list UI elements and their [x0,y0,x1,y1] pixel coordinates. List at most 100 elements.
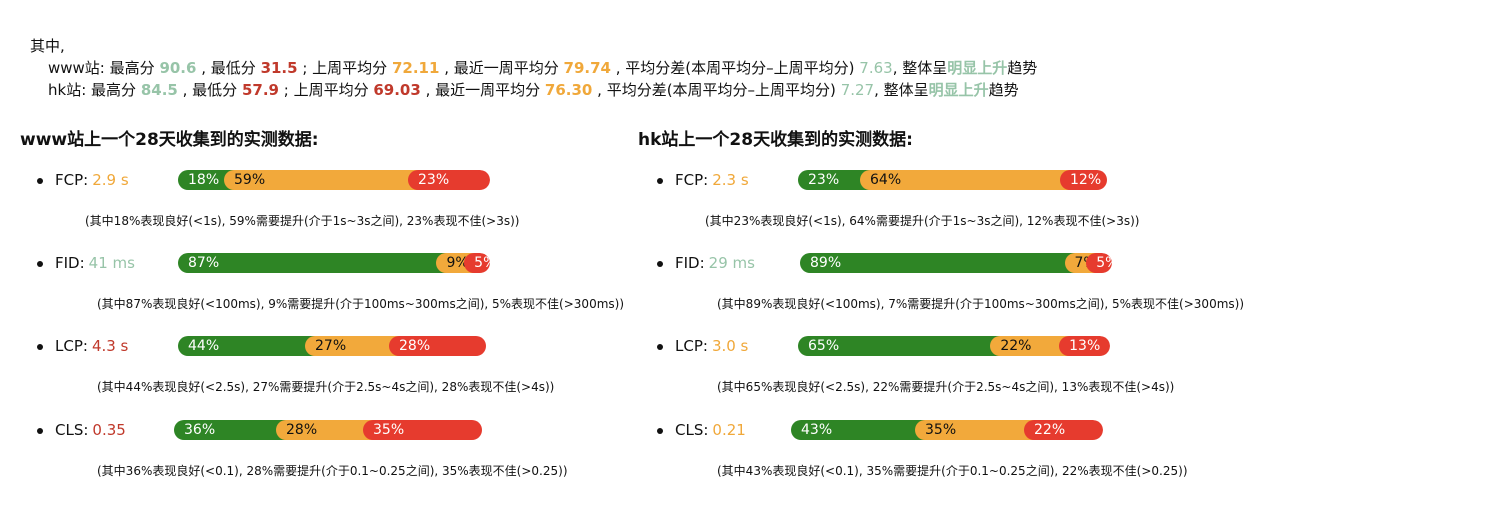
bar-segment-good: 43% [791,420,925,440]
metric-value: 0.35 [92,421,126,439]
summary-hk: hk站: 最高分 84.5 , 最低分 57.9 ; 上周平均分 69.03 ,… [48,79,1037,101]
metric-description: (其中89%表现良好(<100ms), 7%需要提升(介于100ms~300ms… [717,297,1245,311]
last-week-label: ; 上周平均分 [302,59,388,77]
distribution-bar: 65% 22% 13% [798,336,1110,356]
bullet-icon [37,344,43,350]
distribution-bar: 87%9%5% [178,253,490,273]
min-label: , 最低分 [182,81,238,99]
summary-www: www站: 最高分 90.6 , 最低分 31.5 ; 上周平均分 72.11 … [48,57,1037,79]
metric-name: FID: [675,254,705,272]
diff-label: , 平均分差(本周平均分–上周平均分) [597,81,836,99]
bar-segment-bad: 28% [389,336,486,356]
site-label: hk站: [48,81,87,99]
recent-week-label: , 最近一周平均分 [444,59,559,77]
recent-week-score: 76.30 [544,81,593,99]
metric-value: 4.3 s [91,337,129,355]
metric-name: FCP: [675,171,709,189]
metric-value: 2.9 s [92,171,129,189]
trend: 明显上升 [947,59,1008,77]
bar-segment-bad: 5% [464,253,490,273]
max-label: 最高分 [91,81,137,99]
last-week-label: ; 上周平均分 [283,81,369,99]
diff-score: 7.27 [840,81,875,99]
min-score: 31.5 [260,59,298,77]
diff-score: 7.63 [859,59,893,77]
trend-pre: , 整体呈 [892,59,948,77]
trend: 明显上升 [928,81,989,99]
metric-label: LCP: 3.0 s [675,336,748,356]
metric-value: 0.21 [712,421,746,439]
bullet-icon [657,261,663,267]
metric-row: LCP: 4.3 s 44% 27% 28% (其中44%表现良好(<2.5s), 27%… [0,336,640,411]
metric-name: LCP: [55,337,88,355]
metric-name: LCP: [675,337,708,355]
metric-row: LCP: 3.0 s 65% 22% 13% (其中65%表现良好(<2.5s), 22%… [620,336,1260,411]
bar-segment-mid: 27% [305,336,399,356]
last-week-score: 72.11 [391,59,440,77]
bar-segment-mid: 28% [276,420,373,440]
distribution-bar: 36% 28% 35% [174,420,486,440]
metric-label: FCP: 2.3 s [675,170,749,190]
metric-row: FID:29 ms 89%7%5% (其中89%表现良好(<100ms), 7%需要… [620,253,1260,328]
metric-row: FCP: 2.9 s 18% 59% 23% (其中18%表现良好(<1s), 59%需要… [0,170,640,245]
bullet-icon [37,178,43,184]
bar-segment-bad: 13% [1059,336,1110,356]
metric-row: FCP: 2.3 s 23% 64% 12% (其中23%表现良好(<1s), 64%需要… [620,170,1260,245]
metric-name: CLS: [675,421,709,439]
distribution-bar: 43% 35% 22% [791,420,1103,440]
bar-segment-good: 23% [798,170,870,190]
max-label: 最高分 [109,59,155,77]
bullet-icon [657,428,663,434]
min-label: , 最低分 [201,59,256,77]
max-score: 84.5 [140,81,178,99]
bullet-icon [657,178,663,184]
bar-segment-bad: 35% [363,420,482,440]
metric-label: CLS: 0.21 [675,420,746,440]
metric-value: 3.0 s [711,337,749,355]
bullet-icon [37,261,43,267]
www-section-title: www站上一个28天收集到的实测数据: [20,130,319,150]
diff-label: , 平均分差(本周平均分–上周平均分) [615,59,855,77]
last-week-score: 69.03 [373,81,421,99]
metric-value: 29 ms [708,254,755,272]
metric-name: FCP: [55,171,89,189]
bar-segment-mid: 59% [224,170,418,190]
metric-label: CLS: 0.35 [55,420,126,440]
summary-intro: 其中, [30,37,65,55]
metric-description: (其中65%表现良好(<2.5s), 22%需要提升(介于2.5s~4s之间),… [717,380,1175,394]
bullet-icon [37,428,43,434]
metric-value: 2.3 s [712,171,749,189]
bar-segment-good: 65% [798,336,1001,356]
bar-segment-good: 87% [178,253,447,273]
distribution-bar: 23% 64% 12% [798,170,1110,190]
summary: 其中, www站: 最高分 90.6 , 最低分 31.5 ; 上周平均分 72… [30,35,1037,101]
site-label: www站: [48,59,105,77]
bar-segment-mid: 64% [860,170,1070,190]
distribution-bar: 44% 27% 28% [178,336,490,356]
metric-row: CLS: 0.35 36% 28% 35% (其中36%表现良好(<0.1), 28%需要… [0,420,640,495]
trend-post: 趋势 [988,81,1019,99]
metric-value: 41 ms [88,254,135,272]
metric-label: LCP: 4.3 s [55,336,128,356]
recent-week-label: , 最近一周平均分 [425,81,541,99]
metric-label: FID: 29 ms [675,253,755,273]
bar-segment-good: 89% [800,253,1075,273]
metric-description: (其中44%表现良好(<2.5s), 27%需要提升(介于2.5s~4s之间),… [97,380,555,394]
bullet-icon [657,344,663,350]
bar-segment-good: 18% [178,170,234,190]
min-score: 57.9 [241,81,279,99]
distribution-bar: 89%7%5% [800,253,1112,273]
metric-name: CLS: [55,421,89,439]
bar-segment-good: 44% [178,336,315,356]
bar-segment-good: 36% [174,420,286,440]
max-score: 90.6 [159,59,197,77]
distribution-bar: 18% 59% 23% [178,170,490,190]
metric-name: FID: [55,254,85,272]
metric-description: (其中87%表现良好(<100ms), 9%需要提升(介于100ms~300ms… [97,297,625,311]
hk-section-title: hk站上一个28天收集到的实测数据: [638,130,913,150]
metric-label: FCP: 2.9 s [55,170,129,190]
metric-description: (其中36%表现良好(<0.1), 28%需要提升(介于0.1~0.25之间),… [97,464,568,478]
metric-description: (其中43%表现良好(<0.1), 35%需要提升(介于0.1~0.25之间),… [717,464,1188,478]
bar-segment-bad: 5% [1086,253,1112,273]
recent-week-score: 79.74 [563,59,611,77]
